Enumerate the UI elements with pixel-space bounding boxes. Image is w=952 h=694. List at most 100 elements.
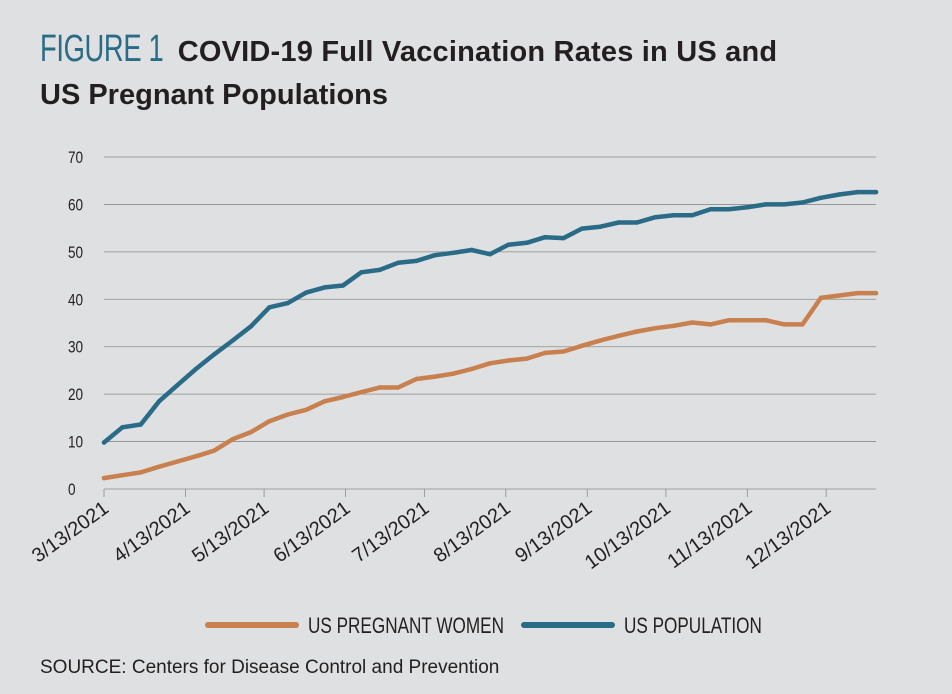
data-point-pregnant-women-5 xyxy=(193,454,199,459)
data-point-pregnant-women-6 xyxy=(212,448,217,453)
data-point-population-41 xyxy=(855,189,860,195)
data-point-pregnant-women-20 xyxy=(469,366,474,372)
data-point-population-1 xyxy=(120,425,125,430)
data-point-pregnant-women-1 xyxy=(120,473,125,478)
data-point-population-5 xyxy=(193,366,199,372)
data-point-population-30 xyxy=(653,215,658,220)
data-point-pregnant-women-0 xyxy=(101,475,107,481)
data-point-population-15 xyxy=(377,267,382,273)
data-point-pregnant-women-10 xyxy=(285,412,291,417)
data-point-population-2 xyxy=(138,422,143,427)
data-point-pregnant-women-42 xyxy=(873,290,879,296)
y-tick-label-70: 70 xyxy=(68,149,83,168)
data-point-pregnant-women-28 xyxy=(616,333,621,339)
data-point-population-28 xyxy=(616,220,621,225)
data-point-population-16 xyxy=(395,260,401,265)
data-point-pregnant-women-23 xyxy=(524,356,529,361)
data-point-pregnant-women-35 xyxy=(745,317,750,323)
data-point-pregnant-women-2 xyxy=(138,470,143,475)
x-tick-label-1: 4/13/2021 xyxy=(109,497,194,567)
data-point-population-9 xyxy=(267,305,272,310)
data-point-population-36 xyxy=(763,202,768,207)
data-point-population-21 xyxy=(487,252,493,257)
x-tick-label-7: 10/13/2021 xyxy=(581,497,675,574)
data-point-population-12 xyxy=(322,285,327,290)
data-point-population-38 xyxy=(800,200,805,205)
y-tick-label-40: 40 xyxy=(68,291,83,310)
data-point-population-40 xyxy=(837,192,842,197)
data-point-pregnant-women-16 xyxy=(395,385,401,390)
data-point-pregnant-women-15 xyxy=(377,385,382,390)
data-point-population-11 xyxy=(303,290,309,295)
data-point-pregnant-women-9 xyxy=(267,418,272,424)
data-point-pregnant-women-7 xyxy=(230,437,235,442)
data-point-pregnant-women-4 xyxy=(175,459,180,464)
data-point-pregnant-women-25 xyxy=(561,349,566,354)
x-tick-label-8: 11/13/2021 xyxy=(664,497,757,573)
data-point-population-7 xyxy=(230,338,235,343)
data-point-population-8 xyxy=(248,324,254,329)
data-point-population-10 xyxy=(285,300,291,306)
legend-label-population: US POPULATION xyxy=(624,614,762,639)
data-point-pregnant-women-41 xyxy=(855,290,860,296)
data-point-pregnant-women-29 xyxy=(634,329,640,334)
y-tick-label-50: 50 xyxy=(68,244,83,263)
data-point-pregnant-women-11 xyxy=(303,407,309,412)
data-point-pregnant-women-3 xyxy=(156,464,162,469)
data-point-population-27 xyxy=(598,224,603,229)
y-tick-label-10: 10 xyxy=(68,433,83,452)
data-point-pregnant-women-31 xyxy=(671,323,677,329)
data-point-population-4 xyxy=(175,382,180,388)
data-point-pregnant-women-24 xyxy=(542,350,548,356)
data-point-pregnant-women-17 xyxy=(414,376,419,382)
data-point-pregnant-women-32 xyxy=(689,320,695,325)
data-point-population-31 xyxy=(671,213,677,218)
y-tick-label-20: 20 xyxy=(68,386,83,405)
data-point-population-34 xyxy=(726,206,732,212)
data-point-population-39 xyxy=(818,195,824,200)
x-tick-label-2: 5/13/2021 xyxy=(188,497,273,567)
data-point-pregnant-women-27 xyxy=(598,338,603,343)
chart-title-line2: US Pregnant Populations xyxy=(40,79,389,111)
data-point-population-19 xyxy=(451,250,456,256)
data-point-pregnant-women-19 xyxy=(451,371,456,376)
data-point-pregnant-women-37 xyxy=(781,322,787,327)
x-tick-label-3: 6/13/2021 xyxy=(270,497,355,567)
series-line-pregnant-women xyxy=(101,290,879,481)
figure-label: FIGURE 1 xyxy=(40,28,164,70)
chart-title-line1: COVID-19 Full Vaccination Rates in US an… xyxy=(177,36,778,68)
data-point-population-13 xyxy=(340,283,346,288)
data-point-pregnant-women-18 xyxy=(432,374,438,379)
chart-title-block: FIGURE 1 COVID-19 Full Vaccination Rates… xyxy=(40,28,920,116)
data-point-population-24 xyxy=(542,234,548,240)
data-point-pregnant-women-34 xyxy=(726,317,732,323)
data-point-population-33 xyxy=(708,206,713,212)
data-point-pregnant-women-40 xyxy=(837,293,842,298)
data-point-pregnant-women-14 xyxy=(359,390,364,395)
y-tick-label-30: 30 xyxy=(68,338,83,357)
data-point-population-32 xyxy=(689,213,695,218)
data-point-population-14 xyxy=(359,270,364,275)
data-point-pregnant-women-39 xyxy=(818,295,824,301)
data-point-pregnant-women-22 xyxy=(506,358,511,363)
data-point-population-37 xyxy=(781,202,787,207)
data-point-population-26 xyxy=(579,226,585,231)
data-point-pregnant-women-21 xyxy=(487,361,493,366)
data-point-population-0 xyxy=(101,440,107,445)
data-point-population-42 xyxy=(873,189,879,195)
data-point-population-22 xyxy=(506,242,511,247)
data-point-population-29 xyxy=(634,220,640,225)
data-point-pregnant-women-33 xyxy=(708,322,713,327)
data-point-pregnant-women-26 xyxy=(579,343,585,348)
data-point-population-17 xyxy=(414,258,419,264)
x-tick-label-9: 12/13/2021 xyxy=(741,497,835,574)
data-point-population-25 xyxy=(561,235,566,241)
x-tick-label-4: 7/13/2021 xyxy=(348,497,433,567)
data-point-pregnant-women-36 xyxy=(763,317,768,323)
x-tick-label-5: 8/13/2021 xyxy=(430,497,515,567)
source-note: SOURCE: Centers for Disease Control and … xyxy=(40,657,500,678)
data-point-population-23 xyxy=(524,240,529,246)
data-point-pregnant-women-12 xyxy=(322,399,327,404)
data-point-population-3 xyxy=(156,399,162,404)
